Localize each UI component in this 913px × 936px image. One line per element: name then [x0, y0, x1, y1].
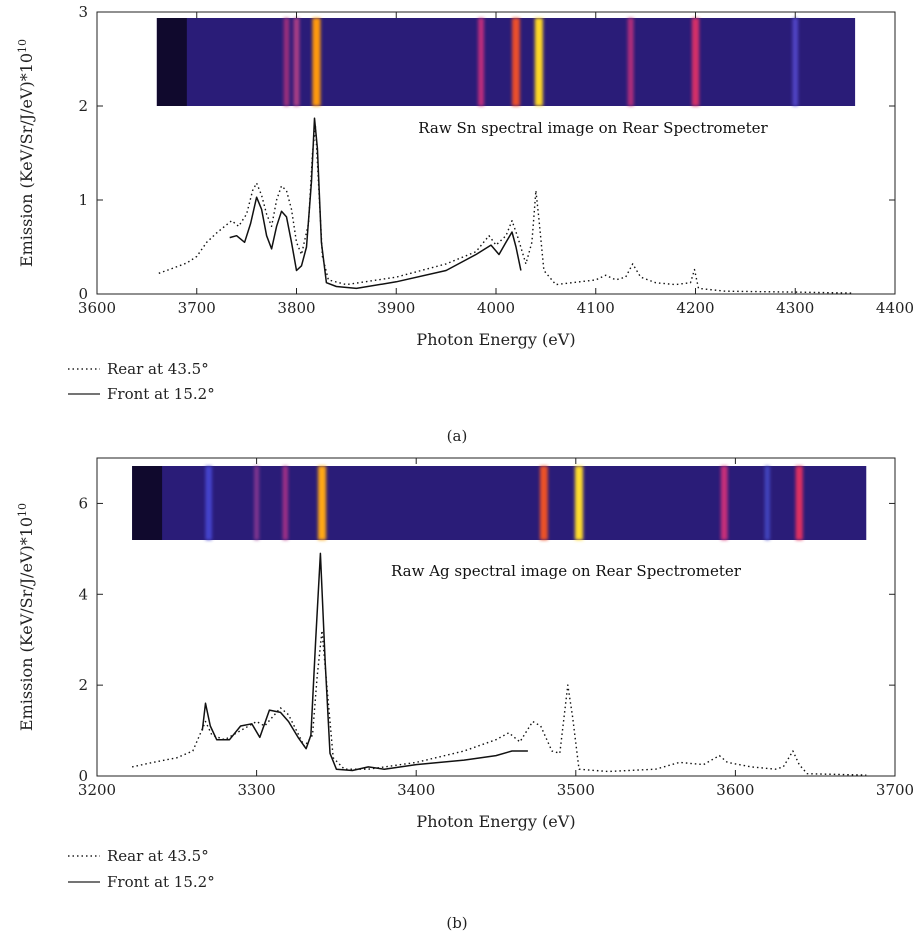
- inset-background: [156, 18, 856, 106]
- inset-emission-line-1: [254, 466, 260, 540]
- y-axis-label-b: Emission (KeV/Sr/J/eV)*1010: [16, 503, 36, 731]
- x-tick-label: 3500: [557, 781, 595, 799]
- inset-dark-edge: [156, 18, 187, 106]
- inset-emission-line-1: [293, 18, 300, 106]
- x-tick-label: 4200: [676, 299, 714, 317]
- inset-image-a: [156, 18, 856, 106]
- legend-a: Rear at 43.5° Front at 15.2°: [68, 360, 215, 403]
- series-lines-a: [158, 117, 854, 294]
- series-lines-b: [131, 552, 867, 776]
- inset-emission-line-2: [312, 18, 321, 106]
- x-tick-label: 3900: [377, 299, 415, 317]
- y-tick-label: 4: [78, 585, 88, 603]
- x-tick-label: 3300: [238, 781, 276, 799]
- y-tick-label: 2: [78, 97, 88, 115]
- legend-b-rear-label: Rear at 43.5°: [107, 847, 209, 865]
- inset-emission-line-2: [282, 466, 289, 540]
- x-tick-label: 3600: [716, 781, 754, 799]
- series-line-rear: [158, 126, 854, 294]
- y-tick-label: 3: [78, 3, 88, 21]
- inset-emission-line-3: [478, 18, 485, 106]
- x-tick-label: 3800: [277, 299, 315, 317]
- x-tick-label: 3700: [876, 781, 913, 799]
- y-tick-label: 0: [78, 285, 88, 303]
- legend-b-front-label: Front at 15.2°: [107, 873, 215, 891]
- legend-a-rear-label: Rear at 43.5°: [107, 360, 209, 378]
- y-axis-label-a-exponent: 10: [16, 39, 29, 53]
- panel-label-b: (b): [446, 914, 467, 932]
- x-ticks-a: 3600 3700 3800 3900 4000 4100 4200 4300 4400: [78, 12, 913, 317]
- y-axis-label-a-text: Emission (KeV/Sr/J/eV)*10: [17, 53, 36, 267]
- inset-emission-line-7: [691, 18, 700, 106]
- series-line-front: [201, 552, 528, 772]
- y-ticks-a: 0 1 2 3: [78, 3, 895, 303]
- inset-dark-edge: [132, 466, 163, 540]
- inset-background: [132, 466, 867, 540]
- inset-emission-line-7: [764, 466, 770, 540]
- inset-emission-line-4: [512, 18, 520, 106]
- inset-emission-line-5: [574, 466, 583, 540]
- inset-emission-line-8: [792, 18, 798, 106]
- x-axis-label-b: Photon Energy (eV): [416, 812, 575, 831]
- x-tick-label: 3400: [397, 781, 435, 799]
- y-tick-label: 0: [78, 767, 88, 785]
- inset-emission-line-8: [795, 466, 803, 540]
- x-tick-label: 4000: [477, 299, 515, 317]
- chart-panel-a: 3600 3700 3800 3900 4000 4100 4200 4300 4400 0 1 2…: [16, 3, 913, 445]
- plot-frame-b: [96, 457, 896, 777]
- x-ticks-b: 3200 3300 3400 3500 3600 3700: [78, 458, 913, 799]
- y-ticks-b: 0 2 4 6: [78, 494, 895, 785]
- y-axis-label-b-exponent: 10: [16, 503, 29, 517]
- x-tick-label: 4400: [876, 299, 913, 317]
- inset-caption-a: Raw Sn spectral image on Rear Spectromet…: [418, 119, 768, 137]
- inset-caption-b: Raw Ag spectral image on Rear Spectromet…: [391, 562, 742, 580]
- y-axis-label-b-text: Emission (KeV/Sr/J/eV)*10: [17, 517, 36, 731]
- x-tick-label: 3700: [178, 299, 216, 317]
- series-line-rear: [131, 629, 867, 776]
- inset-emission-line-0: [283, 18, 290, 106]
- x-tick-label: 4300: [776, 299, 814, 317]
- y-tick-label: 2: [78, 676, 88, 694]
- x-axis-label-a: Photon Energy (eV): [416, 330, 575, 349]
- y-axis-label-a: Emission (KeV/Sr/J/eV)*1010: [16, 39, 36, 267]
- inset-image-b: [132, 466, 867, 540]
- inset-emission-line-6: [720, 466, 728, 540]
- x-tick-label: 3200: [78, 781, 116, 799]
- inset-emission-line-3: [318, 466, 327, 540]
- inset-emission-line-0: [205, 466, 212, 540]
- chart-panel-b: 3200 3300 3400 3500 3600 3700 0 2 4 6 Raw Ag spe…: [16, 457, 913, 932]
- inset-emission-line-4: [540, 466, 548, 540]
- x-tick-label: 4100: [577, 299, 615, 317]
- x-tick-label: 3600: [78, 299, 116, 317]
- inset-emission-line-6: [627, 18, 634, 106]
- inset-emission-line-5: [534, 18, 543, 106]
- legend-a-front-label: Front at 15.2°: [107, 385, 215, 403]
- legend-b: Rear at 43.5° Front at 15.2°: [68, 847, 215, 891]
- y-tick-label: 6: [78, 494, 88, 512]
- y-tick-label: 1: [78, 191, 88, 209]
- series-line-front: [229, 117, 522, 290]
- panel-label-a: (a): [447, 427, 468, 445]
